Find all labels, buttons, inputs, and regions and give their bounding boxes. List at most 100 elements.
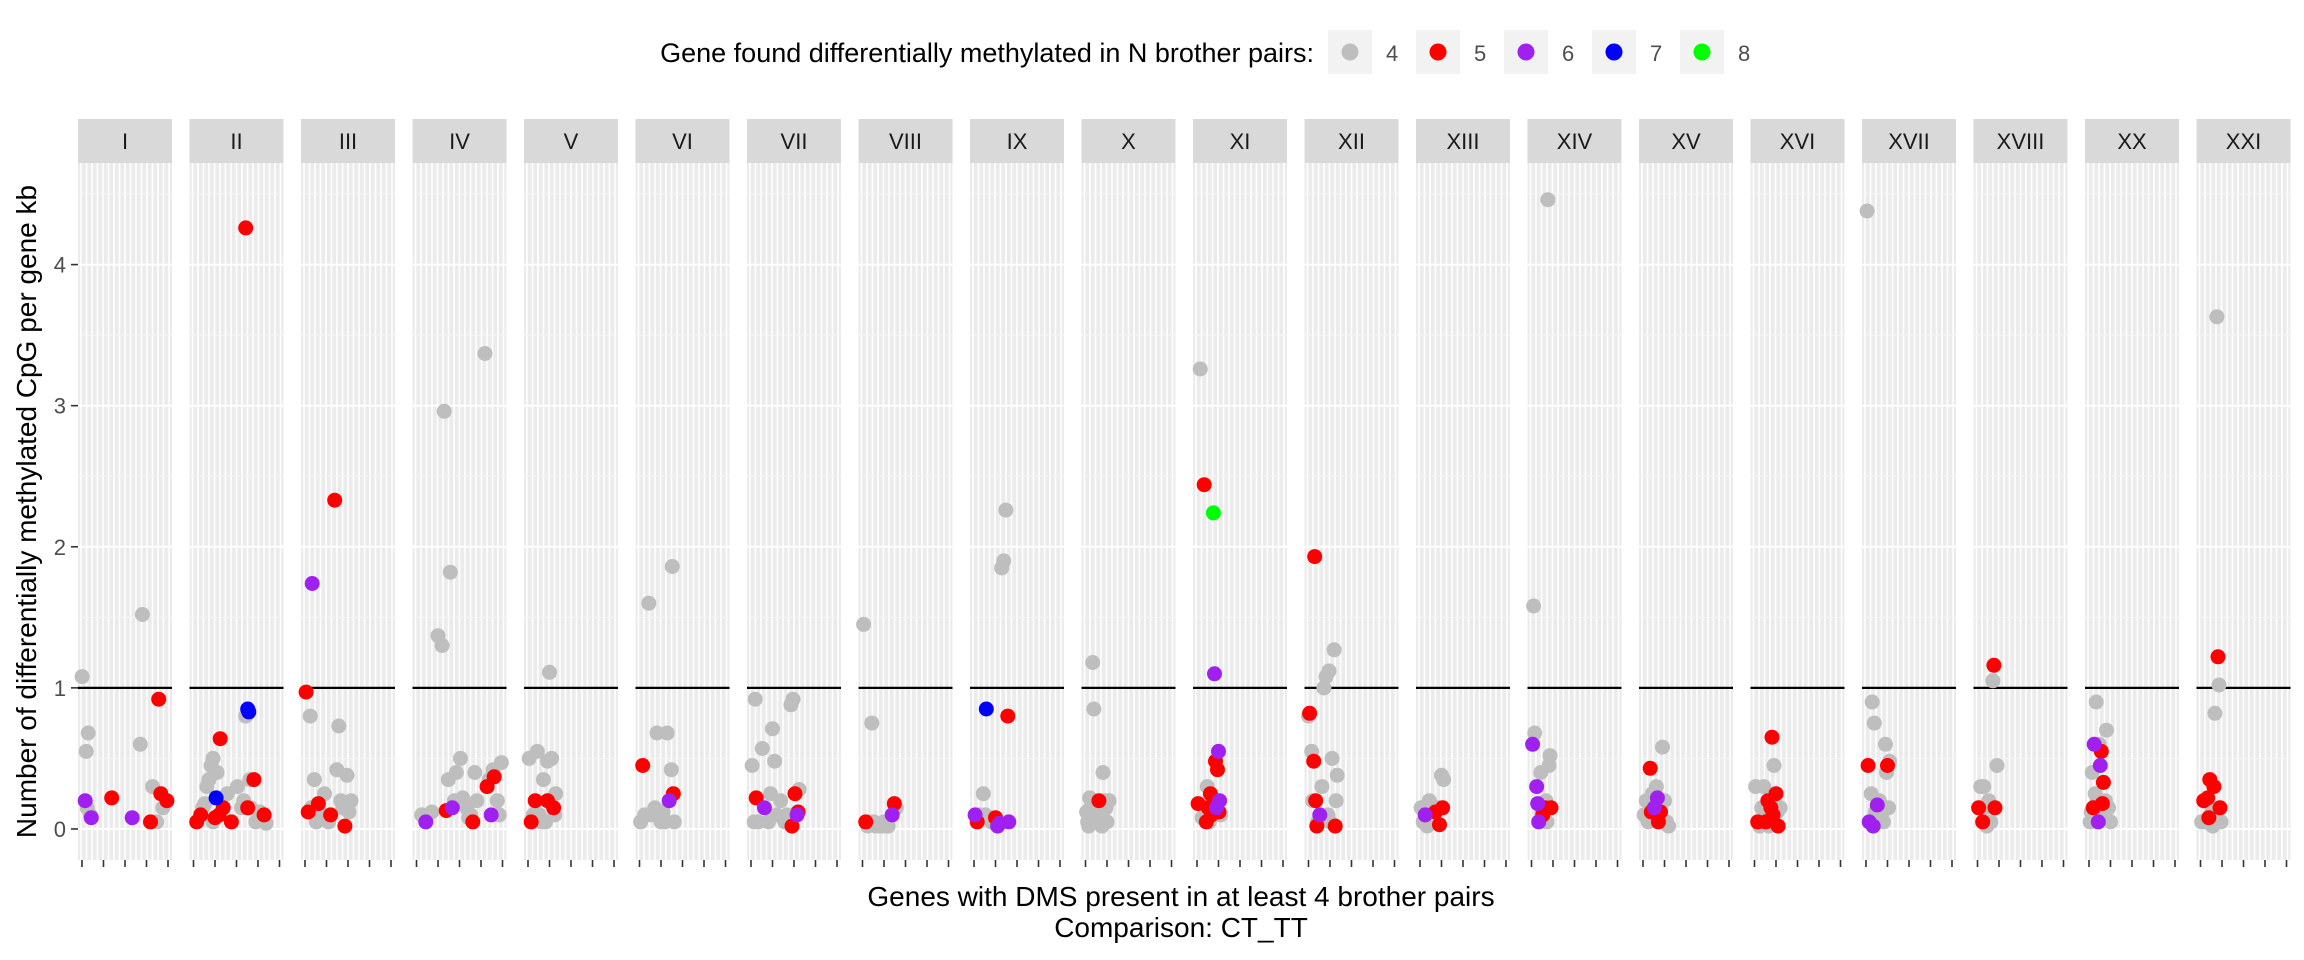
data-point [1860, 758, 1876, 773]
data-point [230, 779, 245, 795]
facet-strip [1973, 119, 2068, 163]
data-point [159, 793, 175, 809]
legend-label-8: 8 [1738, 41, 1750, 66]
data-point [785, 691, 801, 707]
data-point [666, 814, 682, 830]
data-point [2086, 736, 2102, 752]
data-point [238, 220, 254, 236]
data-point [998, 502, 1014, 518]
data-point [205, 750, 221, 766]
data-point [1329, 767, 1345, 783]
data-point [886, 796, 902, 812]
data-point [1529, 779, 1545, 795]
data-point [1540, 192, 1556, 208]
data-point [483, 807, 499, 823]
data-point [132, 736, 148, 752]
y-tick-label: 1 [54, 676, 66, 701]
data-point [655, 804, 671, 820]
data-point [1865, 818, 1881, 834]
legend: Gene found differentially methylated in … [660, 38, 1314, 68]
data-point [1543, 800, 1559, 816]
data-point [1880, 758, 1895, 773]
facet-label: VII [781, 129, 808, 154]
data-point [1869, 797, 1885, 813]
facet-strip [524, 119, 618, 163]
data-point [467, 765, 483, 780]
data-point [240, 800, 256, 816]
data-point [529, 743, 545, 759]
facet-strip [412, 119, 507, 163]
data-point [2092, 758, 2108, 773]
x-axis-title: Genes with DMS present in at least 4 bro… [867, 881, 1494, 912]
data-point [331, 718, 347, 734]
legend-key-5 [1429, 43, 1447, 61]
facet-panel-IV: IV [412, 119, 509, 867]
data-point [80, 725, 96, 741]
data-point [74, 669, 90, 685]
data-point [1307, 549, 1323, 565]
data-point [1878, 736, 1893, 752]
data-point [1327, 818, 1343, 834]
data-point [884, 807, 900, 823]
data-point [1530, 796, 1546, 812]
data-point [756, 800, 772, 816]
data-point [2207, 705, 2223, 721]
data-point [1192, 361, 1208, 377]
data-point [477, 346, 493, 361]
data-point [298, 684, 314, 700]
data-point [304, 576, 320, 591]
data-point [1764, 729, 1780, 745]
data-point [193, 807, 209, 823]
data-point [784, 818, 800, 834]
y-tick-label: 0 [54, 817, 66, 842]
facet-label: XVIII [1997, 129, 2045, 154]
legend-label-4: 4 [1386, 41, 1398, 66]
data-point [546, 800, 562, 816]
facet-label: XV [1671, 129, 1701, 154]
facet-panel-VI: VI [633, 119, 730, 867]
data-point [542, 664, 557, 680]
legend-label-7: 7 [1650, 41, 1662, 66]
facet-panels: I II III IV V VI VII VIII IX X XI XII XIII XIV XV XVI XV… [74, 119, 2291, 867]
facet-strip [2196, 119, 2291, 163]
data-point [339, 767, 355, 783]
data-point [1986, 657, 2002, 673]
data-point [1435, 800, 1451, 816]
data-point [1316, 680, 1332, 696]
data-point [1859, 203, 1875, 219]
data-point [750, 814, 766, 830]
data-point [2094, 796, 2110, 812]
facet-strip [2085, 119, 2179, 163]
data-point [246, 772, 262, 788]
data-point [256, 807, 272, 823]
facet-label: IX [1007, 129, 1028, 154]
data-point [540, 753, 555, 769]
data-point [641, 595, 657, 611]
facet-strip [1527, 119, 1622, 163]
data-point [1765, 807, 1781, 823]
facet-label: X [1121, 129, 1136, 154]
data-point [527, 793, 543, 809]
facet-panel-XVI: XVI [1748, 119, 1845, 867]
data-point [83, 810, 99, 826]
data-point [448, 765, 464, 780]
data-point [2088, 694, 2104, 710]
data-point [1321, 663, 1337, 679]
data-point [104, 790, 120, 806]
legend-key-8 [1693, 43, 1711, 61]
data-point [1976, 779, 1992, 795]
facet-label: IV [449, 129, 470, 154]
data-point [2209, 309, 2225, 325]
data-point [300, 804, 316, 820]
legend-label-5: 5 [1474, 41, 1486, 66]
data-point [208, 790, 224, 806]
data-point [134, 607, 150, 622]
facet-panel-XV: XV [1636, 119, 1733, 867]
facet-panel-II: II [189, 119, 284, 867]
data-point [1207, 666, 1222, 682]
data-point [151, 691, 167, 707]
data-point [465, 814, 481, 830]
facet-panel-XXI: XXI [2194, 119, 2291, 867]
data-point [1196, 477, 1212, 493]
